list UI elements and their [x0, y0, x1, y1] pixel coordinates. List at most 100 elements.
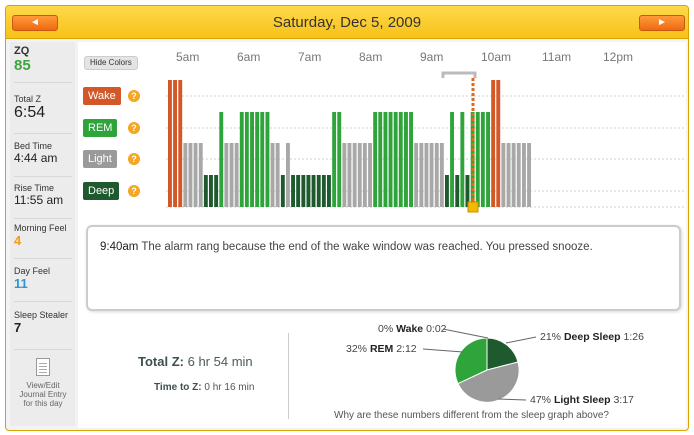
- event-message: 9:40am The alarm rang because the end of…: [100, 241, 593, 253]
- hour-label: 8am: [359, 50, 383, 64]
- sleep-bar: [480, 112, 485, 207]
- hour-label: 9am: [420, 50, 444, 64]
- sleep-bar: [496, 80, 501, 207]
- sleep-bar: [491, 80, 496, 207]
- morning-feel-value: 4: [14, 233, 22, 248]
- sleep-report-window: ◄ Saturday, Dec 5, 2009 ► ZQ 85 Total Z …: [5, 5, 689, 431]
- event-message-box: 9:40am The alarm rang because the end of…: [86, 225, 681, 311]
- sleep-bar: [224, 143, 229, 207]
- sleep-stealer-value: 7: [14, 320, 22, 335]
- sleep-bar: [450, 112, 454, 207]
- sleep-bar: [327, 175, 331, 207]
- day-feel-label: Day Feel: [14, 266, 51, 276]
- sleep-bar: [209, 175, 213, 207]
- pie-label-light: 47% Light Sleep 3:17: [530, 394, 634, 406]
- stage-tag-wake: Wake: [83, 87, 121, 105]
- day-feel-value: 11: [14, 276, 28, 291]
- sleep-bar: [168, 80, 172, 207]
- total-z-stat: Total Z 6:54: [14, 94, 72, 134]
- hour-label: 5am: [176, 50, 200, 64]
- stage-tag-light: Light: [83, 150, 117, 168]
- zq-label: ZQ: [14, 45, 30, 57]
- summary-total-z-label: Total Z:: [138, 354, 184, 369]
- sleep-bar: [352, 143, 357, 207]
- total-z-value: 6:54: [14, 104, 46, 121]
- help-icon[interactable]: ?: [128, 185, 140, 197]
- sleep-bar: [511, 143, 516, 207]
- sleep-bar: [424, 143, 429, 207]
- sleep-bar: [239, 112, 244, 207]
- sleep-bar: [501, 143, 506, 207]
- sleep-bar: [373, 112, 378, 207]
- pie-slice-light-sleep: [457, 361, 520, 403]
- sleep-bar: [321, 175, 326, 207]
- sleep-graph-panel: Hide Colors 5am 6am 7am 8am 9am 10am 11am 12pm …: [78, 42, 686, 428]
- sleep-stealer-label: Sleep Stealer: [14, 310, 69, 320]
- sleep-bar: [404, 112, 408, 207]
- zq-stat: ZQ 85: [14, 45, 72, 83]
- sleep-bar: [275, 143, 280, 207]
- leader-wake: [442, 328, 489, 339]
- help-icon[interactable]: ?: [128, 153, 140, 165]
- previous-day-button[interactable]: ◄: [12, 15, 58, 31]
- journal-entry-link[interactable]: View/Edit Journal Entry for this day: [14, 358, 72, 408]
- sleep-bar: [178, 80, 183, 207]
- total-z-label: Total Z: [14, 94, 42, 104]
- alarm-marker-icon: [467, 201, 479, 213]
- sleep-bar: [522, 143, 526, 207]
- sleep-bar: [260, 112, 265, 207]
- sleep-bar: [198, 143, 203, 207]
- morning-feel-stat: Morning Feel 4: [14, 223, 72, 259]
- sleep-bar: [388, 112, 393, 207]
- sleep-bar: [383, 112, 388, 207]
- next-day-button[interactable]: ►: [639, 15, 685, 31]
- morning-feel-label: Morning Feel: [14, 223, 67, 233]
- summary-time-to-z: Time to Z: 0 hr 16 min: [154, 382, 254, 393]
- sleep-bar: [429, 143, 434, 207]
- sleep-bar: [244, 112, 249, 207]
- pie-slice-deep-sleep: [486, 337, 519, 371]
- help-icon[interactable]: ?: [128, 122, 140, 134]
- sleep-bar: [378, 112, 383, 207]
- summary-total-z-value: 6 hr 54 min: [187, 354, 253, 369]
- sleep-bar: [475, 112, 480, 207]
- sleep-bar: [465, 175, 470, 207]
- hour-label: 11am: [542, 50, 572, 64]
- wake-window-bracket: [441, 71, 477, 78]
- sleep-bar: [398, 112, 403, 207]
- sleep-bar: [445, 175, 449, 207]
- summary-total-z: Total Z: 6 hr 54 min: [138, 354, 253, 369]
- sleep-stealer-stat: Sleep Stealer 7: [14, 310, 72, 350]
- sleep-bar: [193, 143, 198, 207]
- left-arrow-icon: ◄: [30, 17, 40, 28]
- event-text: The alarm rang because the end of the wa…: [141, 241, 593, 253]
- sleep-bar: [439, 143, 444, 207]
- rise-time-label: Rise Time: [14, 183, 55, 193]
- sleep-bar: [173, 80, 177, 207]
- rise-time-value: 11:55 am: [14, 193, 64, 207]
- sleep-bar: [270, 143, 275, 207]
- sleep-bar: [342, 143, 347, 207]
- sleep-bar: [183, 143, 188, 207]
- sleep-bar: [455, 175, 460, 207]
- sleep-bar: [357, 143, 362, 207]
- rise-time-stat: Rise Time 11:55 am: [14, 183, 72, 219]
- sleep-bar: [286, 143, 290, 207]
- leader-rem: [422, 348, 464, 353]
- why-numbers-different-link[interactable]: Why are these numbers different from the…: [334, 410, 609, 421]
- summary-divider: [288, 333, 289, 419]
- sleep-bar: [291, 175, 295, 207]
- sleep-bar: [516, 143, 521, 207]
- sleep-bar: [311, 175, 316, 207]
- sleep-bar: [460, 112, 465, 207]
- sleep-bar: [255, 112, 260, 207]
- help-icon[interactable]: ?: [128, 90, 140, 102]
- stage-tag-deep: Deep: [83, 182, 120, 200]
- pie-label-deep: 21% Deep Sleep 1:26: [540, 331, 644, 343]
- sleep-bar: [419, 143, 424, 207]
- sleep-bar: [332, 112, 337, 207]
- event-time: 9:40am: [100, 241, 139, 253]
- hide-colors-button[interactable]: Hide Colors: [84, 56, 138, 70]
- sleep-bar: [229, 143, 234, 207]
- sleep-bar: [486, 112, 490, 207]
